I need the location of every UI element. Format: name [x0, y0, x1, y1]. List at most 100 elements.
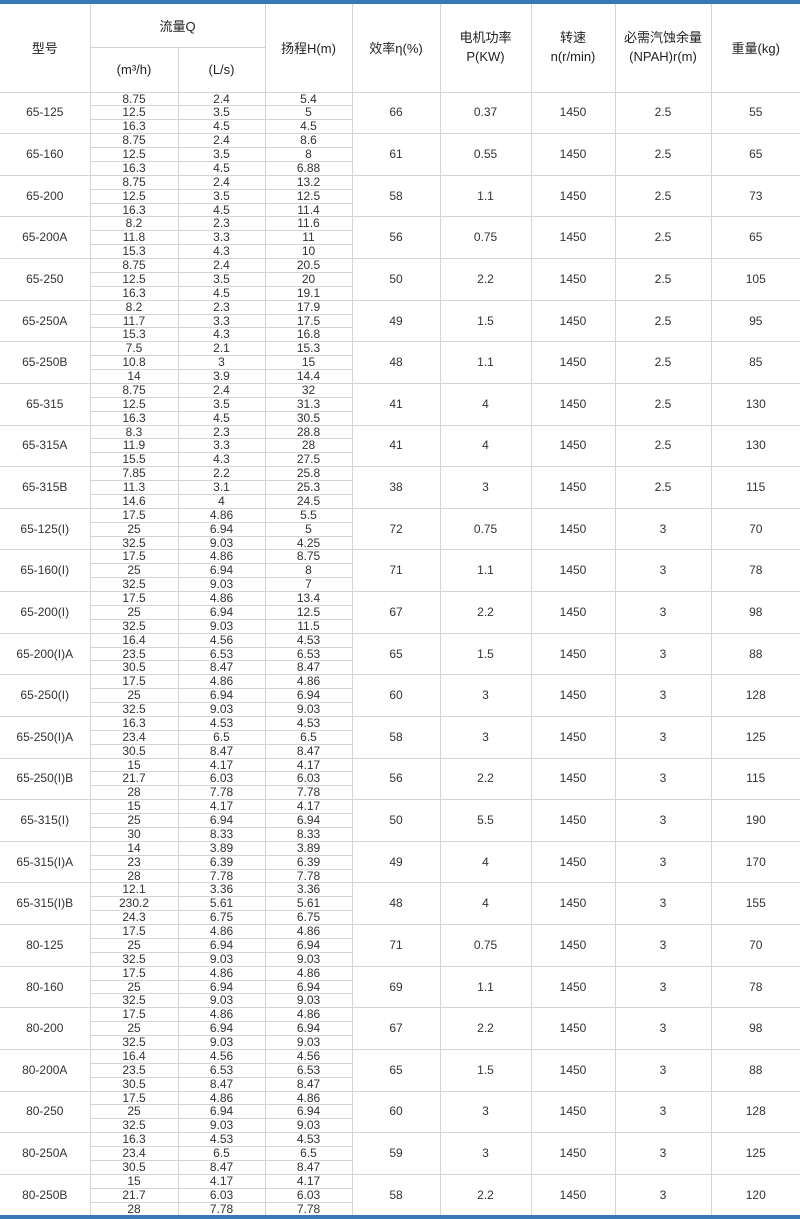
head-cell: 32 [264, 382, 352, 398]
speed-cell: 1450 [530, 133, 615, 176]
flow-ls-cell: 9.03 [177, 535, 265, 550]
head-cell: 5 [264, 105, 352, 120]
head-cell: 11.5 [264, 618, 352, 634]
flow-m3h-cell: 16.4 [89, 632, 178, 647]
head-cell: 9.03 [264, 993, 352, 1008]
flow-ls-cell: 2.4 [177, 133, 265, 148]
speed-cell: 1450 [530, 382, 615, 425]
table-row: 32.5 9.03 9.03 [0, 951, 800, 967]
head-cell: 8 [264, 563, 352, 578]
model-cell: 65-315A [0, 424, 90, 467]
weight-cell: 55 [710, 91, 800, 134]
table-row: 23.4 6.5 6.5 [0, 729, 800, 745]
power-cell: 1.1 [439, 174, 531, 217]
speed-cell: 1450 [530, 715, 615, 758]
flow-m3h-cell: 8.3 [89, 424, 178, 439]
efficiency-cell: 65 [351, 632, 440, 675]
flow-ls-cell: 2.2 [177, 466, 265, 481]
table-body: 65-125 8.75 2.4 5.4 66 0.37 1450 2.5 55 12.5 3.5 5 1… [0, 91, 800, 1216]
speed-cell: 1450 [530, 674, 615, 717]
flow-ls-cell: 9.03 [177, 993, 265, 1008]
head-cell: 20 [264, 271, 352, 287]
head-cell: 25.8 [264, 466, 352, 481]
flow-m3h-cell: 12.5 [89, 271, 178, 287]
table-row: 15.5 4.3 27.5 [0, 452, 800, 467]
head-cell: 7.78 [264, 868, 352, 883]
flow-ls-cell: 4.86 [177, 549, 265, 564]
flow-m3h-cell: 23.4 [89, 729, 178, 745]
npsh-cell: 2.5 [614, 341, 711, 384]
flow-m3h-cell: 8.2 [89, 299, 178, 314]
table-row: 80-200 17.5 4.86 4.86 67 2.2 1450 3 98 [0, 1007, 800, 1050]
flow-ls-cell: 9.03 [177, 1118, 265, 1133]
flow-m3h-cell: 32.5 [89, 618, 178, 634]
head-cell: 9.03 [264, 702, 352, 717]
power-cell: 3 [439, 466, 531, 509]
model-cell: 80-200 [0, 1007, 90, 1050]
flow-ls-cell: 4.86 [177, 965, 265, 980]
speed-cell: 1450 [530, 507, 615, 550]
efficiency-cell: 60 [351, 1090, 440, 1133]
head-cell: 4.53 [264, 715, 352, 731]
power-cell: 0.75 [439, 507, 531, 550]
head-cell: 4.17 [264, 799, 352, 814]
bottom-accent-bar [0, 1215, 800, 1219]
flow-ls-cell: 9.03 [177, 702, 265, 717]
model-cell: 80-200A [0, 1048, 90, 1091]
flow-m3h-cell: 23 [89, 854, 178, 869]
model-cell: 65-250(I)A [0, 715, 90, 758]
flow-m3h-cell: 17.5 [89, 965, 178, 980]
efficiency-cell: 71 [351, 549, 440, 592]
head-cell: 4.25 [264, 535, 352, 550]
head-cell: 27.5 [264, 452, 352, 467]
model-cell: 80-125 [0, 924, 90, 967]
flow-ls-cell: 6.53 [177, 1062, 265, 1078]
flow-ls-cell: 3.5 [177, 147, 265, 162]
flow-m3h-cell: 230.2 [89, 896, 178, 911]
table-row: 23 6.39 6.39 [0, 854, 800, 869]
power-cell: 3 [439, 715, 531, 758]
speed-cell: 1450 [530, 632, 615, 675]
npsh-cell: 3 [614, 1007, 711, 1050]
head-cell: 6.75 [264, 910, 352, 925]
flow-m3h-cell: 21.7 [89, 771, 178, 786]
flow-m3h-cell: 8.2 [89, 216, 178, 231]
npsh-cell: 3 [614, 1173, 711, 1216]
head-cell: 5 [264, 521, 352, 536]
weight-cell: 130 [710, 424, 800, 467]
table-row: 28 7.78 7.78 [0, 868, 800, 883]
flow-ls-cell: 4.86 [177, 507, 265, 523]
table-row: 21.7 6.03 6.03 [0, 771, 800, 786]
flow-m3h-cell: 14.6 [89, 493, 178, 509]
npsh-cell: 3 [614, 799, 711, 842]
flow-m3h-cell: 16.3 [89, 285, 178, 301]
head-cell: 3.89 [264, 840, 352, 856]
head-cell: 4.5 [264, 119, 352, 134]
flow-ls-cell: 4.53 [177, 715, 265, 731]
flow-ls-cell: 7.78 [177, 785, 265, 800]
head-cell: 6.94 [264, 813, 352, 828]
flow-m3h-cell: 17.5 [89, 674, 178, 689]
head-cell: 4.53 [264, 632, 352, 647]
table-row: 30.5 8.47 8.47 [0, 660, 800, 675]
weight-cell: 98 [710, 591, 800, 634]
flow-ls-cell: 8.47 [177, 660, 265, 675]
flow-ls-cell: 9.03 [177, 577, 265, 592]
flow-ls-cell: 3.3 [177, 313, 265, 328]
flow-ls-cell: 6.94 [177, 1021, 265, 1036]
npsh-cell: 3 [614, 632, 711, 675]
flow-m3h-cell: 28 [89, 785, 178, 800]
efficiency-cell: 59 [351, 1132, 440, 1175]
model-cell: 80-250 [0, 1090, 90, 1133]
npsh-cell: 3 [614, 1048, 711, 1091]
weight-cell: 85 [710, 341, 800, 384]
flow-m3h-cell: 30.5 [89, 1076, 178, 1091]
head-cell: 9.03 [264, 1118, 352, 1133]
flow-m3h-cell: 8.75 [89, 133, 178, 148]
flow-ls-cell: 4.17 [177, 1173, 265, 1189]
table-row: 25 6.94 6.94 [0, 937, 800, 953]
table-row: 80-250 17.5 4.86 4.86 60 3 1450 3 128 [0, 1090, 800, 1133]
flow-m3h-cell: 8.75 [89, 382, 178, 398]
flow-m3h-cell: 32.5 [89, 535, 178, 550]
head-cell: 28.8 [264, 424, 352, 439]
